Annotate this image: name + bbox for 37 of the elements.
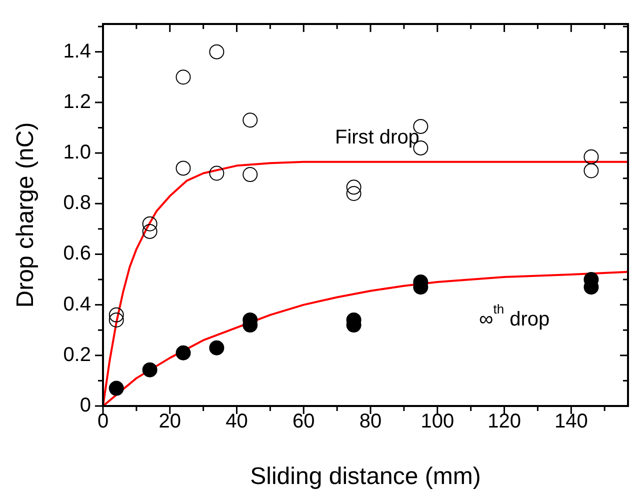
point xyxy=(176,70,191,85)
point xyxy=(584,149,599,164)
x-tick-label: 100 xyxy=(420,410,454,433)
x-tick-label: 140 xyxy=(554,410,588,433)
point xyxy=(242,167,258,182)
point xyxy=(584,163,599,178)
point xyxy=(142,362,158,378)
x-tick-label: 20 xyxy=(158,410,182,433)
y-axis-title: Drop charge (nC) xyxy=(12,122,40,308)
point xyxy=(142,224,158,239)
x-tick-label: 120 xyxy=(488,410,521,433)
point xyxy=(242,112,258,128)
point xyxy=(108,312,124,328)
x-tick-label: 80 xyxy=(359,410,382,433)
point xyxy=(176,160,191,176)
point xyxy=(108,380,124,396)
x-tick-label: 0 xyxy=(97,410,109,433)
point xyxy=(209,44,224,60)
annotation: First drop xyxy=(334,126,420,148)
x-axis-title: Sliding distance (mm) xyxy=(250,463,481,490)
y-tick-label: 1.0 xyxy=(63,142,91,164)
point xyxy=(108,307,124,322)
y-tick-label: 0.6 xyxy=(63,242,91,265)
point xyxy=(346,186,362,201)
x-tick-label: 60 xyxy=(292,410,315,433)
y-tick-label: 0.4 xyxy=(63,293,91,316)
point xyxy=(209,340,224,356)
y-tick-label: 0.8 xyxy=(63,192,91,214)
point xyxy=(142,216,158,232)
point xyxy=(209,166,224,181)
point xyxy=(176,345,191,360)
y-tick-label: 0.2 xyxy=(63,344,91,366)
x-tick-label: 40 xyxy=(226,410,248,433)
y-tick-label: 0 xyxy=(80,394,91,417)
point xyxy=(346,180,362,195)
y-tick-label: 1.2 xyxy=(63,90,91,113)
y-tick-label: 1.4 xyxy=(63,40,91,62)
